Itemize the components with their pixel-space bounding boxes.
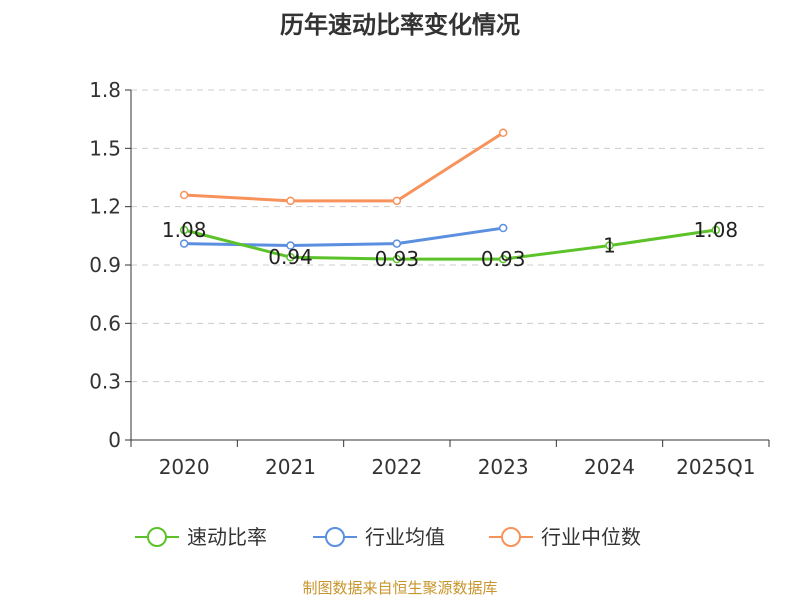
point-3-2020[interactable] [179,190,189,200]
series-line-1 [183,228,717,261]
x-tick-label-2021: 2021 [265,455,316,479]
series-3 [179,128,508,206]
legend-marker-2 [325,527,345,547]
series-2 [179,223,508,250]
point-2-2020[interactable] [179,239,189,248]
y-tick-label-0: 0 [108,428,121,452]
y-tick-label-1: 0.3 [89,370,121,394]
point-3-2022[interactable] [392,196,402,206]
y-tick-label-6: 1.8 [89,78,121,102]
x-tick-label-2025Q1: 2025Q1 [676,455,755,479]
legend-marker-3 [501,527,521,547]
source-note: 制图数据来自恒生聚源数据库 [302,579,497,597]
legend-label-1: 速动比率 [187,525,267,549]
point-3-2023[interactable] [498,128,508,138]
y-tick-label-4: 1.2 [89,195,121,219]
point-1-2022[interactable] [392,254,402,264]
x-tick-label-2023: 2023 [478,455,529,479]
point-3-2021[interactable] [286,196,295,206]
data-label-2020: 1.08 [162,218,207,242]
point-1-2023[interactable] [498,254,508,264]
legend-item-3[interactable]: 行业中位数 [489,525,641,549]
point-2-2021[interactable] [286,241,295,250]
point-1-2024[interactable] [605,241,614,250]
chart-title: 历年速动比率变化情况 [280,11,520,39]
point-1-2025Q1[interactable] [711,225,721,235]
x-tick-label-2020: 2020 [159,455,210,479]
series-line-3 [184,131,504,203]
y-tick-label-2: 0.6 [89,311,121,335]
point-1-2021[interactable] [286,252,295,262]
data-label-2024: 1 [603,234,616,258]
data-label-2021: 0.94 [268,245,313,269]
legend-label-2: 行业均值 [365,525,445,549]
x-tick-label-2022: 2022 [371,455,422,479]
point-2-2023[interactable] [498,223,508,233]
legend-item-1[interactable]: 速动比率 [135,525,267,549]
point-2-2022[interactable] [392,239,402,248]
legend-label-3: 行业中位数 [541,525,641,549]
series-1 [179,225,721,264]
data-label-2023: 0.93 [481,247,526,271]
y-tick-label-3: 0.9 [89,253,121,277]
legend-marker-1 [147,527,167,547]
x-tick-label-2024: 2024 [584,455,635,479]
data-label-2025Q1: 1.08 [694,218,739,242]
legend-item-2[interactable]: 行业均值 [313,525,445,549]
data-label-2022: 0.93 [375,247,420,271]
y-tick-label-5: 1.5 [89,136,121,160]
point-1-2020[interactable] [179,225,189,235]
